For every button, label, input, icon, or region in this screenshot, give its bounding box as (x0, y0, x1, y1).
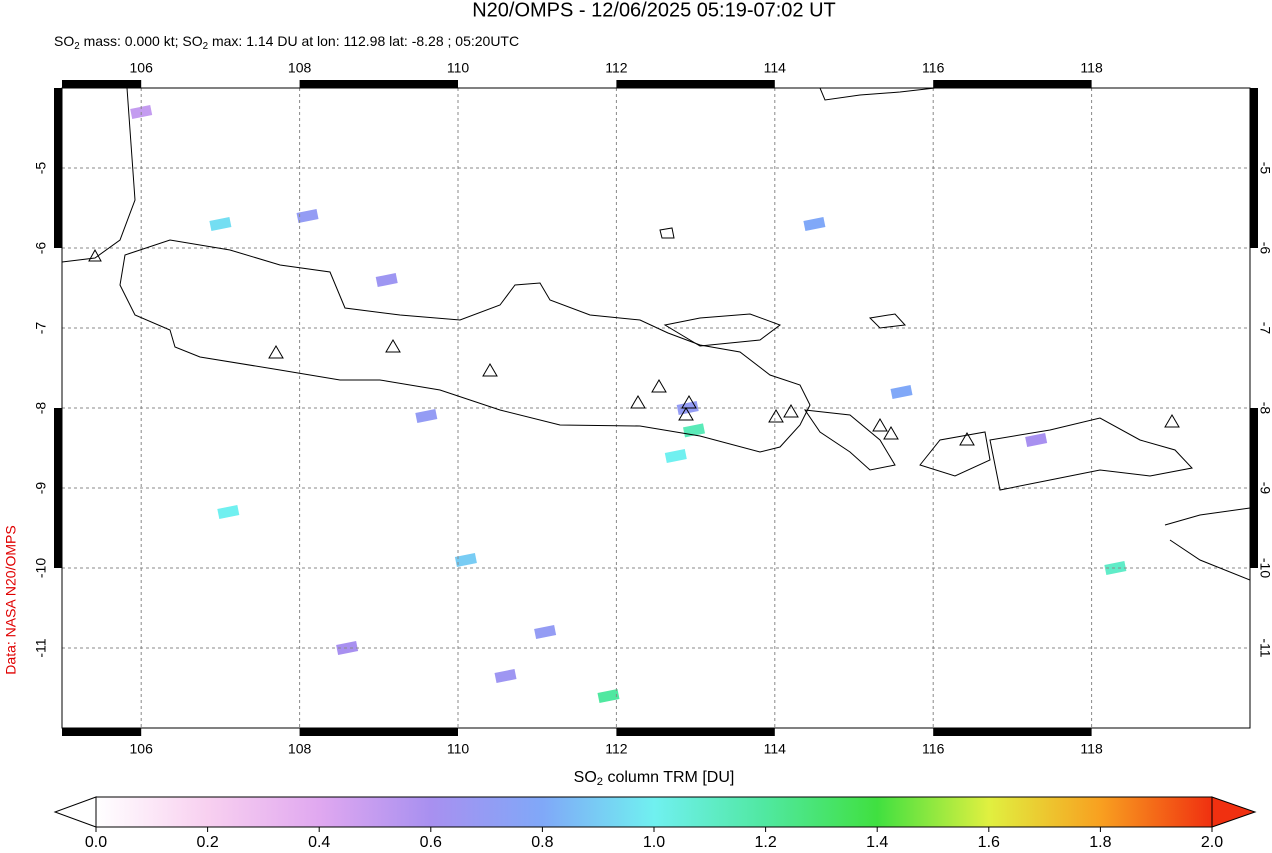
y-tick-label: -11 (33, 638, 49, 657)
y-tick-label: -10 (33, 558, 49, 578)
volcano (88, 248, 1180, 446)
text-part: SO (574, 769, 597, 786)
colorbar-over (1211, 796, 1257, 828)
coastline (659, 227, 907, 329)
colorbar-tick-label: 1.0 (643, 834, 665, 851)
subscript: 2 (597, 776, 603, 788)
colorbar-tick-label: 1.4 (866, 834, 888, 851)
text-part: max: 1.14 DU at lon: 112.98 lat: -8.28 ;… (208, 33, 519, 49)
y-tick-label: -11 (1257, 638, 1272, 657)
y-tick-label: -6 (1257, 242, 1272, 255)
y-tick-label: -5 (1257, 162, 1272, 175)
so2-pixel (534, 625, 557, 639)
x-tick-label: 112 (605, 741, 628, 757)
data-source: Data: NASA N20/OMPS (3, 525, 19, 674)
border-segment (299, 728, 458, 736)
so2-pixel (890, 385, 913, 399)
volcanoes (88, 248, 1180, 446)
coastline (803, 409, 896, 471)
text-part: column TRM [DU] (603, 769, 734, 786)
x-tick-label: 116 (922, 60, 945, 76)
border-segment (54, 88, 62, 248)
grid (62, 88, 1250, 728)
so2-pixel (803, 217, 826, 231)
x-tick-label: 116 (922, 741, 945, 757)
x-tick-label: 108 (288, 60, 312, 76)
text-part: mass: 0.000 kt; SO (80, 33, 203, 49)
colorbar-tick-label: 1.6 (978, 834, 1000, 851)
so2-pixel (454, 553, 477, 567)
map-area (62, 88, 1250, 728)
colorbar-tick-label: 2.0 (1201, 834, 1223, 851)
coastline (62, 88, 136, 263)
so2-pixel (664, 449, 687, 463)
x-tick-label: 110 (447, 741, 470, 757)
coastline (819, 88, 936, 101)
so2-pixel (1104, 561, 1127, 575)
border-segment (62, 728, 142, 736)
title: N20/OMPS - 12/06/2025 05:19-07:02 UT (472, 0, 836, 21)
so2-pixel (336, 641, 359, 655)
colorbar-tick-label: 0.4 (308, 834, 330, 851)
border-segment (616, 80, 775, 88)
subscript: 2 (74, 41, 79, 52)
colorbar: 0.0 0.2 0.4 0.6 0.8 1.0 1.2 1.4 1.6 1.8 2.0 (53, 796, 1257, 851)
colorbar-tick-label: 0.2 (196, 834, 218, 851)
border-segment (933, 80, 1092, 88)
x-tick-label: 118 (1080, 60, 1103, 76)
border-segment (933, 728, 1092, 736)
subtitle: SO2 mass: 0.000 kt; SO2 max: 1.14 DU at … (54, 33, 519, 52)
border-segment (616, 728, 775, 736)
y-tick-label: -5 (33, 162, 49, 175)
y-tick-label: -7 (1257, 322, 1272, 335)
y-tick-label: -7 (33, 322, 49, 335)
colorbar-tick-label: 0.8 (531, 834, 553, 851)
so2-pixel (1025, 433, 1048, 447)
y-tick-label: -6 (33, 242, 49, 255)
colorbar-under (53, 796, 97, 828)
coastline (1164, 507, 1250, 581)
colorbar-tick-label: 1.2 (754, 834, 776, 851)
so2-pixel (217, 505, 240, 519)
so2-pixel (415, 409, 438, 423)
border-segment (62, 80, 142, 88)
coastlines (62, 88, 1250, 581)
border-segment (1250, 408, 1258, 568)
colorbar-tick-label: 0.0 (85, 834, 107, 851)
axis-labels: 106 106 108 108 110 110 112 112 114 114 116 116 118 1… (33, 60, 1272, 757)
coastline (663, 313, 782, 347)
map-border (54, 80, 1258, 736)
colorbar-gradient (95, 796, 1213, 828)
x-tick-label: 106 (130, 741, 154, 757)
x-tick-label: 118 (1080, 741, 1103, 757)
subscript: 2 (203, 41, 208, 52)
border-segment (54, 408, 62, 568)
y-tick-label: -9 (1257, 482, 1272, 495)
so2-pixel (375, 273, 398, 287)
x-tick-label: 112 (605, 60, 628, 76)
so2-pixel (209, 217, 232, 231)
x-tick-label: 110 (447, 60, 470, 76)
y-tick-label: -9 (33, 482, 49, 495)
so2-pixel (597, 689, 620, 703)
coastline (919, 431, 991, 477)
coastline (119, 239, 811, 453)
so2-pixel (296, 209, 319, 223)
colorbar-tick-label: 0.6 (420, 834, 442, 851)
text-part: SO (54, 33, 74, 49)
y-tick-label: -10 (1257, 558, 1272, 578)
coastline (989, 417, 1193, 491)
x-tick-label: 114 (764, 60, 787, 76)
border-segment (1250, 88, 1258, 248)
y-tick-label: -8 (1257, 402, 1272, 415)
border-segment (299, 80, 458, 88)
colorbar-tick-label: 1.8 (1089, 834, 1111, 851)
colorbar-label: SO2 column TRM [DU] (574, 769, 735, 788)
x-tick-label: 114 (764, 741, 787, 757)
y-tick-label: -8 (33, 402, 49, 415)
x-tick-label: 108 (288, 741, 312, 757)
so2-pixel (494, 669, 517, 683)
x-tick-label: 106 (130, 60, 154, 76)
